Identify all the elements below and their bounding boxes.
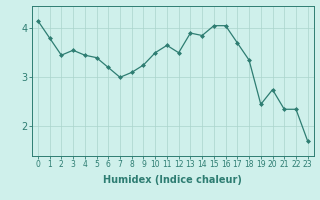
X-axis label: Humidex (Indice chaleur): Humidex (Indice chaleur) bbox=[103, 175, 242, 185]
